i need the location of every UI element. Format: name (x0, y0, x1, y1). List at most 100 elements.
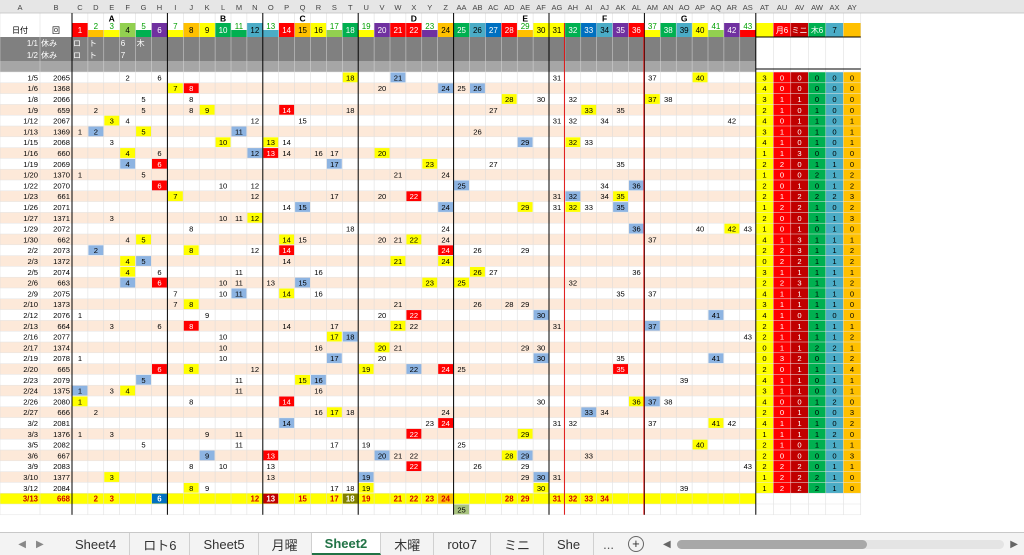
summary-cell-bg (843, 374, 861, 386)
summary-cell-bg (755, 406, 774, 418)
row-band (0, 385, 756, 396)
number-cell: 2 (762, 365, 766, 374)
column-letter-aq: AQ (711, 3, 722, 12)
scroll-thumb[interactable] (676, 539, 867, 549)
header-number: 2 (94, 22, 99, 31)
sheet-tab-7[interactable]: roto7 (434, 533, 491, 555)
highlight-cell (406, 428, 422, 439)
number-cell: 4 (850, 365, 854, 374)
scroll-track[interactable] (676, 539, 1005, 549)
draw-number-cell: 1370 (53, 171, 70, 180)
number-cell: 17 (330, 354, 338, 363)
header-cell-bg (0, 23, 40, 37)
number-cell: 2 (780, 279, 784, 288)
number-cell: 15 (298, 117, 306, 126)
more-sheets-icon[interactable]: ... (603, 536, 614, 552)
number-cell: 2 (94, 127, 98, 136)
number-cell: 2 (762, 322, 766, 331)
latest-cell: 19 (362, 495, 371, 504)
summary-cell-bg (773, 201, 791, 213)
horizontal-scrollbar[interactable]: ◀ ▶ (649, 533, 1024, 555)
summary-cell-bg (773, 482, 791, 494)
header-cell-bg (564, 23, 581, 37)
number-cell: 26 (473, 300, 481, 309)
sheet-tab-4[interactable]: 月曜 (259, 533, 312, 555)
number-cell: 1 (780, 322, 784, 331)
highlight-cell (358, 364, 374, 374)
number-cell: 11 (235, 214, 243, 223)
number-cell: 1 (832, 246, 836, 255)
summary-cell-bg (825, 72, 844, 83)
number-cell: 3 (110, 430, 114, 439)
header-cell-bg (278, 23, 295, 37)
highlight-cell (501, 450, 517, 461)
header-number: 29 (521, 22, 530, 31)
next-sheet-icon[interactable]: ▶ (36, 538, 44, 550)
number-cell: 29 (521, 462, 529, 471)
number-cell: 4 (126, 257, 130, 266)
prev-sheet-icon[interactable]: ◀ (18, 538, 26, 550)
tab-navigation[interactable]: ◀ ▶ (0, 533, 62, 555)
number-cell: 1 (797, 95, 801, 104)
number-cell: 23 (426, 160, 434, 169)
highlight-cell (183, 83, 199, 94)
spreadsheet-grid[interactable]: A B C D E F G H I J K L M N O P Q R S T U V W X Y Z AA AB AC AD AE AF AG… (0, 0, 1024, 532)
number-cell: 2 (94, 408, 98, 417)
summary-cell-bg (808, 93, 826, 105)
sheet-tab-6[interactable]: 木曜 (381, 533, 435, 555)
number-cell: 1 (832, 441, 836, 450)
number-cell: 2 (762, 451, 766, 460)
summary-cell-bg (755, 115, 774, 126)
sheet-tab-9[interactable]: She (544, 533, 595, 555)
number-cell: 24 (441, 365, 449, 374)
number-cell: 2 (762, 408, 766, 417)
summary-cell-bg (825, 255, 844, 267)
scroll-right-icon[interactable]: ▶ (1010, 538, 1018, 550)
number-cell: 1 (815, 333, 819, 342)
sheet-tab-5[interactable]: Sheet2 (311, 533, 382, 555)
number-cell: 10 (219, 333, 227, 342)
column-letter-u: U (363, 3, 368, 12)
summary-cell-bg (825, 439, 844, 450)
highlight-cell (199, 450, 215, 461)
number-cell: 1 (815, 311, 819, 320)
highlight-cell (104, 115, 120, 126)
summary-cell-bg (843, 277, 861, 288)
summary-cell-bg (755, 212, 774, 224)
add-sheet-button[interactable]: + (623, 533, 649, 555)
header-number: 13 (266, 22, 275, 31)
number-cell: 1 (832, 376, 836, 385)
highlight-cell (565, 191, 581, 202)
number-cell: 11 (235, 127, 243, 136)
summary-cell-bg (755, 396, 774, 407)
number-cell: 1 (815, 322, 819, 331)
highlight-cell (517, 450, 533, 461)
latest-cell: 2 (94, 495, 99, 504)
number-cell: 1 (832, 484, 836, 493)
number-cell: 0 (850, 84, 854, 93)
column-letter-al: AL (632, 3, 641, 12)
sheet-tab-2[interactable]: ロト6 (130, 533, 191, 555)
sheet-tab-8[interactable]: ミニ (491, 533, 544, 555)
number-cell: 1 (850, 387, 854, 396)
group-label: C (299, 14, 305, 24)
column-letter-ak: AK (616, 3, 626, 12)
scroll-left-icon[interactable]: ◀ (662, 538, 671, 550)
sheet-tab-1[interactable]: Sheet4 (62, 533, 131, 555)
number-cell: 0 (815, 95, 819, 104)
number-cell: 0 (832, 203, 836, 212)
highlight-cell (438, 83, 454, 94)
number-cell: 19 (362, 441, 370, 450)
number-cell: 2 (797, 192, 801, 201)
number-cell: 24 (441, 84, 449, 93)
number-cell: 18 (346, 106, 354, 115)
number-cell: 43 (744, 225, 752, 234)
number-cell: 2 (850, 181, 854, 190)
draw-number-cell: 662 (57, 235, 70, 244)
summary-cell-bg (773, 439, 791, 450)
header-cell-bg (843, 23, 861, 37)
header-number: 21 (393, 26, 402, 35)
summary-cell-bg (790, 136, 809, 148)
sheet-tab-3[interactable]: Sheet5 (190, 533, 259, 555)
highlight-cell (708, 310, 724, 320)
